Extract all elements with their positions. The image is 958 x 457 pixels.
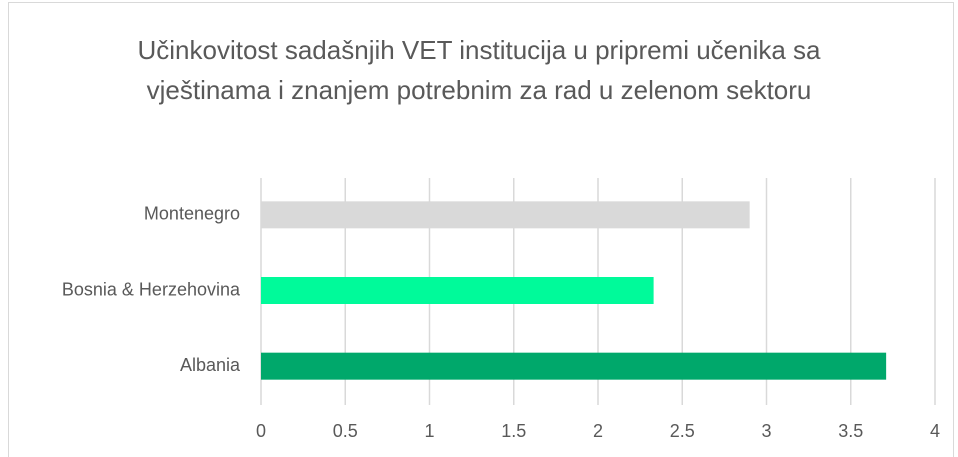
bar <box>261 201 750 229</box>
chart-title: Učinkovitost sadašnjih VET institucija u… <box>137 35 821 105</box>
x-tick-label: 4 <box>930 421 940 441</box>
x-tick-label: 3.5 <box>838 421 863 441</box>
y-tick-label: Montenegro <box>144 204 240 224</box>
chart-frame <box>8 2 954 457</box>
bar <box>261 277 654 304</box>
x-tick-label: 0.5 <box>333 421 358 441</box>
x-tick-label: 1 <box>424 421 434 441</box>
x-tick-label: 2 <box>593 421 603 441</box>
bar <box>261 352 887 380</box>
y-tick-label: Bosnia & Herzehovina <box>62 279 241 299</box>
x-tick-label: 1.5 <box>501 421 526 441</box>
x-tick-label: 3 <box>761 421 771 441</box>
x-tick-label: 0 <box>256 421 266 441</box>
y-tick-label: Albania <box>180 355 241 375</box>
x-tick-label: 2.5 <box>670 421 695 441</box>
